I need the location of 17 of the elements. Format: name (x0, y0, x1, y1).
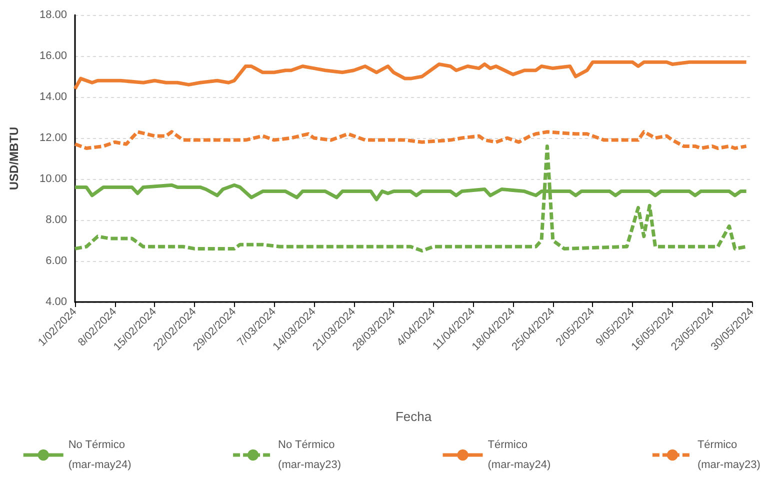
y-tick-label: 18.00 (39, 9, 67, 21)
y-axis-title: USD/MBTU (7, 126, 21, 190)
y-tick-label: 6.00 (46, 255, 67, 267)
y-tick-label: 8.00 (46, 214, 67, 226)
y-tick-label: 12.00 (39, 132, 67, 144)
y-tick-label: 4.00 (46, 296, 67, 308)
y-tick-label: 10.00 (39, 173, 67, 185)
line-series (73, 130, 748, 150)
legend-label: Térmico (mar-may23) (697, 439, 760, 471)
legend-label: Térmico (mar-may24) (488, 439, 551, 471)
line-series (73, 60, 748, 91)
y-tick-label: 14.00 (39, 91, 67, 103)
legend-label: No Térmico (mar-may23) (278, 439, 342, 471)
line-series (73, 144, 748, 252)
y-tick-label: 16.00 (39, 50, 67, 62)
legend-label: No Térmico (mar-may24) (68, 439, 132, 471)
x-axis-title: Fecha (395, 409, 432, 424)
